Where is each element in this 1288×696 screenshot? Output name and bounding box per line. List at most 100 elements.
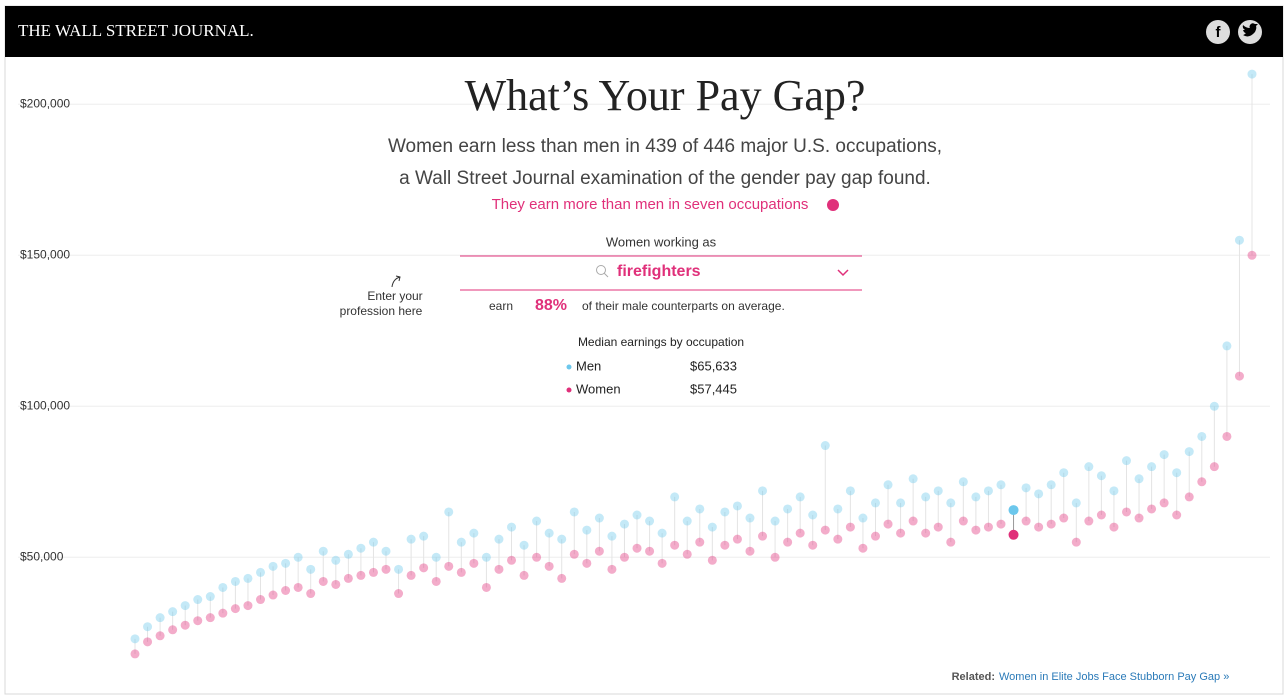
point bbox=[1046, 480, 1056, 490]
point bbox=[419, 531, 429, 541]
point bbox=[306, 589, 316, 599]
point bbox=[1234, 235, 1244, 245]
point bbox=[532, 552, 542, 562]
point bbox=[1247, 69, 1257, 79]
twitter-glyph bbox=[1242, 23, 1258, 37]
point bbox=[318, 546, 328, 556]
point bbox=[168, 625, 178, 635]
point bbox=[1071, 537, 1081, 547]
search-icon bbox=[596, 265, 606, 275]
point bbox=[1159, 498, 1169, 508]
y-tick-label: $200,000 bbox=[20, 96, 70, 110]
y-tick-label: $50,000 bbox=[20, 549, 64, 563]
point bbox=[958, 477, 968, 487]
ratio: 88% bbox=[535, 297, 567, 314]
point bbox=[419, 563, 429, 573]
dropdown-caret[interactable] bbox=[837, 269, 849, 277]
point bbox=[745, 513, 755, 523]
point bbox=[218, 582, 228, 592]
point bbox=[469, 528, 479, 538]
point bbox=[1234, 371, 1244, 381]
point bbox=[1046, 519, 1056, 529]
point bbox=[1134, 474, 1144, 484]
header-bar bbox=[5, 6, 1283, 57]
point bbox=[896, 528, 906, 538]
facebook-icon[interactable] bbox=[1206, 20, 1230, 44]
point bbox=[1071, 498, 1081, 508]
point bbox=[318, 576, 328, 586]
more-link[interactable]: They earn more than men in seven occupat… bbox=[492, 196, 809, 213]
point bbox=[921, 492, 931, 502]
point bbox=[720, 540, 730, 550]
title: What’s Your Pay Gap? bbox=[465, 71, 866, 120]
point bbox=[732, 501, 742, 511]
point bbox=[444, 507, 454, 517]
point bbox=[707, 555, 717, 565]
point bbox=[494, 564, 504, 574]
search-icon bbox=[603, 272, 609, 278]
selector-label: Women working as bbox=[606, 234, 717, 249]
point bbox=[971, 525, 981, 535]
point bbox=[1084, 516, 1094, 526]
point bbox=[356, 570, 366, 580]
point bbox=[795, 492, 805, 502]
point bbox=[293, 552, 303, 562]
point bbox=[1034, 522, 1044, 532]
link-arrow[interactable] bbox=[827, 199, 839, 211]
point bbox=[1209, 462, 1219, 472]
point bbox=[268, 561, 278, 571]
point bbox=[469, 558, 479, 568]
point bbox=[256, 567, 266, 577]
point bbox=[983, 486, 993, 496]
point bbox=[657, 528, 667, 538]
point bbox=[569, 549, 579, 559]
related-link[interactable]: Women in Elite Jobs Face Stubborn Pay Ga… bbox=[999, 671, 1229, 683]
point bbox=[795, 528, 805, 538]
point bbox=[431, 576, 441, 586]
point bbox=[908, 516, 918, 526]
point bbox=[670, 540, 680, 550]
point bbox=[808, 540, 818, 550]
point bbox=[820, 525, 830, 535]
point bbox=[230, 576, 240, 586]
point bbox=[632, 510, 642, 520]
point bbox=[507, 555, 517, 565]
point bbox=[720, 507, 730, 517]
point bbox=[1172, 510, 1182, 520]
point bbox=[406, 534, 416, 544]
point bbox=[1197, 477, 1207, 487]
point bbox=[607, 531, 617, 541]
prompt: profession here bbox=[340, 304, 423, 318]
point bbox=[155, 631, 165, 641]
point bbox=[1109, 522, 1119, 532]
point bbox=[205, 613, 215, 623]
point bbox=[544, 561, 554, 571]
point bbox=[293, 582, 303, 592]
search-input[interactable]: firefighters bbox=[617, 263, 701, 280]
point bbox=[243, 601, 253, 611]
prompt: Enter your bbox=[367, 289, 422, 303]
logo[interactable]: THE WALL STREET JOURNAL. bbox=[18, 21, 254, 40]
point bbox=[921, 528, 931, 538]
point bbox=[180, 620, 190, 630]
point bbox=[557, 573, 567, 583]
point bbox=[971, 492, 981, 502]
point bbox=[1172, 468, 1182, 478]
point bbox=[381, 564, 391, 574]
frame bbox=[4, 5, 1284, 695]
point bbox=[1021, 483, 1031, 493]
point bbox=[908, 474, 918, 484]
point bbox=[758, 486, 768, 496]
point bbox=[180, 601, 190, 611]
point bbox=[1096, 510, 1106, 520]
point bbox=[544, 528, 554, 538]
point bbox=[394, 564, 404, 574]
point bbox=[996, 480, 1006, 490]
highlight-point bbox=[1008, 529, 1019, 540]
legend-value: $65,633 bbox=[690, 358, 737, 373]
point bbox=[356, 543, 366, 553]
point bbox=[243, 573, 253, 583]
point bbox=[682, 549, 692, 559]
subtitle: a Wall Street Journal examination of the… bbox=[399, 168, 931, 189]
point bbox=[381, 546, 391, 556]
